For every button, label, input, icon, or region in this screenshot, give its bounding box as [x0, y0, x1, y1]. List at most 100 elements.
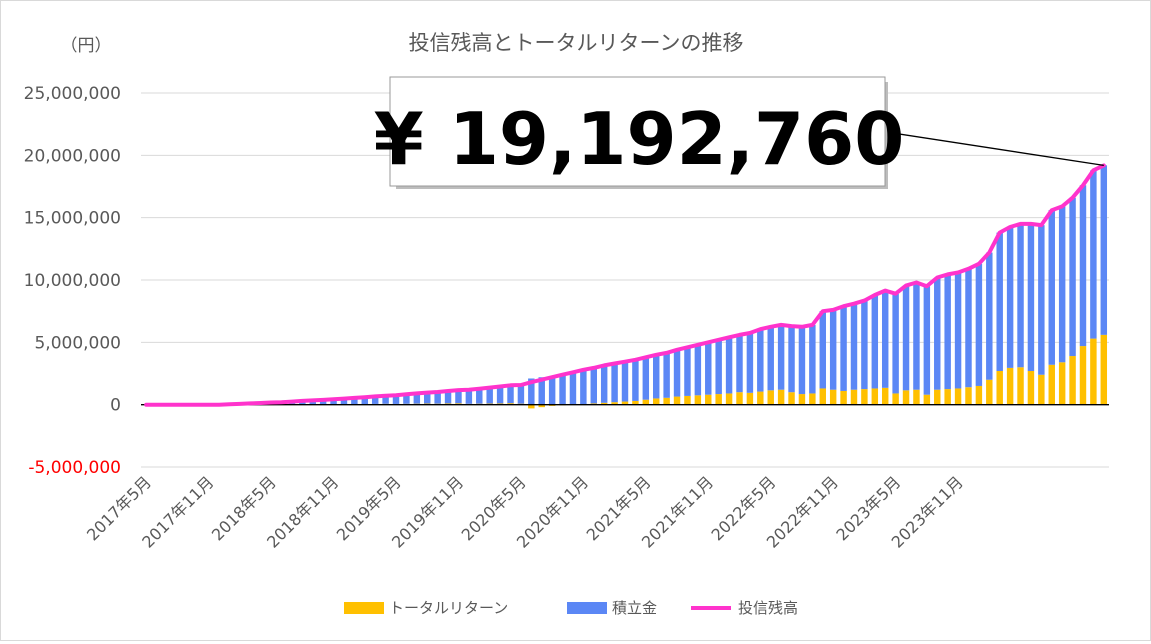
bar-principal: [1006, 227, 1014, 368]
bar-total-return: [850, 389, 858, 405]
bar-total-return: [840, 390, 847, 405]
bar-principal: [684, 347, 691, 396]
bar-total-return: [705, 394, 712, 405]
bar-principal: [371, 396, 379, 404]
bar-principal: [424, 392, 431, 404]
bar-principal: [465, 389, 473, 404]
bar-total-return: [725, 393, 733, 405]
legend-label-balance: 投信残高: [738, 599, 798, 617]
bar-principal: [621, 361, 629, 402]
bar-total-return: [934, 389, 941, 405]
bar-principal: [642, 357, 650, 400]
bar-total-return: [1048, 364, 1055, 405]
bar-principal: [1017, 223, 1024, 368]
bar-total-return: [684, 395, 691, 405]
bar-principal: [725, 337, 733, 394]
bar-principal: [548, 375, 556, 405]
bar-total-return: [923, 394, 931, 405]
bar-principal: [652, 354, 660, 399]
bar-total-return: [1069, 356, 1076, 405]
bar-principal: [861, 300, 868, 390]
bar-total-return: [819, 388, 826, 405]
y-tick-label: 5,000,000: [34, 333, 121, 353]
bar-principal: [507, 385, 514, 404]
bar-principal: [1079, 185, 1087, 347]
bar-principal: [986, 252, 993, 380]
bar-total-return: [746, 392, 754, 405]
bar-principal: [1058, 206, 1066, 363]
bar-principal: [538, 377, 545, 405]
bar-principal: [1027, 223, 1035, 372]
bar-principal: [496, 386, 504, 404]
bar-total-return: [954, 388, 962, 405]
bar-principal: [829, 309, 837, 390]
bar-total-return: [861, 389, 868, 405]
bar-principal: [788, 326, 795, 393]
bar-total-return: [881, 387, 889, 405]
bar-total-return: [944, 389, 951, 405]
bar-principal: [850, 303, 858, 390]
bar-total-return: [1017, 367, 1024, 405]
bar-principal: [476, 388, 483, 404]
bar-principal: [777, 324, 785, 390]
bar-principal: [673, 349, 681, 397]
bar-principal: [413, 393, 421, 404]
bar-total-return: [528, 404, 535, 409]
bar-principal: [330, 399, 337, 405]
legend-swatch-total-return: [344, 602, 384, 614]
bar-principal: [559, 374, 566, 405]
bar-total-return: [757, 391, 764, 405]
bar-total-return: [1038, 374, 1045, 405]
bar-principal: [819, 311, 826, 389]
bar-principal: [340, 398, 348, 405]
bar-principal: [1038, 225, 1045, 375]
bar-principal: [528, 378, 535, 405]
bar-principal: [902, 285, 910, 391]
bars-principal: [226, 165, 1108, 405]
bar-total-return: [1079, 346, 1087, 405]
bar-total-return: [1027, 371, 1035, 405]
bar-principal: [746, 332, 754, 393]
bar-principal: [444, 390, 452, 404]
y-tick-label: 0: [110, 396, 121, 416]
callout-box: [389, 76, 886, 187]
bar-principal: [996, 232, 1003, 372]
bar-principal: [871, 294, 879, 389]
y-tick-label: -5,000,000: [28, 458, 121, 478]
bar-total-return: [507, 403, 514, 405]
bar-principal: [975, 263, 983, 386]
legend-label-principal: 積立金: [612, 599, 657, 617]
bar-total-return: [798, 394, 806, 405]
bar-principal: [715, 339, 722, 395]
bar-principal: [403, 394, 410, 404]
legend-swatch-principal: [567, 602, 607, 614]
bar-principal: [1069, 197, 1076, 357]
bar-total-return: [975, 385, 983, 405]
bar-total-return: [642, 399, 650, 405]
y-tick-labels: 25,000,000 20,000,000 15,000,000 10,000,000…: [24, 84, 121, 478]
bar-principal: [757, 329, 764, 392]
y-tick-label: 10,000,000: [24, 271, 121, 291]
bar-total-return: [1100, 334, 1108, 405]
bar-principal: [600, 365, 608, 403]
bar-total-return: [1090, 338, 1097, 405]
bar-total-return: [996, 371, 1003, 405]
bar-total-return: [694, 395, 702, 405]
bar-principal: [392, 395, 400, 404]
bar-principal: [840, 306, 847, 391]
bar-principal: [455, 390, 462, 404]
y-tick-label: 20,000,000: [24, 146, 121, 166]
bar-total-return: [736, 392, 743, 405]
callout-leader-line: [885, 131, 1104, 167]
bar-total-return: [652, 398, 660, 405]
bar-principal: [361, 397, 369, 405]
bar-total-return: [777, 389, 785, 405]
bar-total-return: [663, 397, 670, 405]
bar-principal: [798, 326, 806, 395]
bar-total-return: [892, 393, 899, 405]
bar-principal: [1048, 210, 1055, 365]
bar-principal: [892, 293, 899, 394]
series-line-balance: [144, 163, 1106, 407]
